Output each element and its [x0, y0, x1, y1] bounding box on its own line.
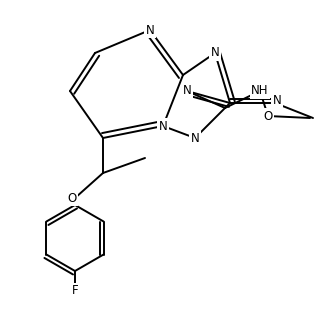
- Text: O: O: [263, 109, 273, 122]
- Text: N: N: [191, 132, 200, 144]
- Text: N: N: [146, 24, 154, 37]
- Text: N: N: [210, 46, 219, 59]
- Text: N: N: [183, 85, 191, 98]
- Text: F: F: [72, 285, 78, 298]
- Text: NH: NH: [251, 85, 269, 98]
- Text: N: N: [273, 94, 282, 107]
- Text: O: O: [67, 191, 77, 204]
- Text: N: N: [159, 120, 167, 133]
